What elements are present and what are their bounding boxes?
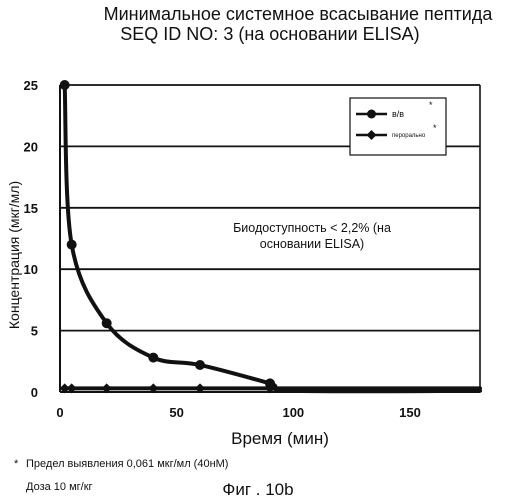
legend: в/в * перорально * — [349, 97, 447, 156]
data-point-1-1 — [66, 383, 77, 394]
bioavailability-annotation: Биодоступность < 2,2% (на основании ELIS… — [233, 221, 391, 251]
x-tick-labels: 0 50 100 150 — [56, 405, 420, 420]
y-tick-label-15: 15 — [24, 201, 38, 216]
y-tick-labels: 0 5 10 15 20 25 — [24, 78, 38, 400]
data-point-1-4 — [195, 383, 205, 394]
legend-box — [349, 97, 447, 156]
x-tick-label-150: 150 — [399, 405, 421, 420]
legend-label-oral: перорально — [392, 133, 426, 139]
y-tick-label-20: 20 — [24, 139, 38, 154]
x-axis-label: Время (мин) — [231, 429, 329, 448]
data-point-0-4 — [195, 359, 205, 370]
y-tick-label-5: 5 — [31, 324, 38, 339]
data-point-0-0 — [59, 80, 70, 90]
annotation-line-1: Биодоступность < 2,2% (на — [233, 221, 391, 235]
data-point-0-1 — [66, 239, 77, 250]
legend-asterisk-oral: * — [433, 123, 437, 133]
y-tick-label-10: 10 — [24, 262, 38, 277]
data-point-0-2 — [101, 318, 112, 329]
x-tick-label-100: 100 — [282, 405, 304, 420]
chart-title-line-2: SEQ ID NO: 3 (на основании ELISA) — [120, 24, 419, 44]
data-point-1-5 — [265, 383, 275, 394]
y-tick-label-0: 0 — [31, 385, 38, 400]
legend-marker-oral — [366, 130, 377, 140]
x-tick-label-0: 0 — [56, 405, 63, 420]
legend-marker-iv — [367, 109, 376, 119]
data-point-1-2 — [101, 383, 112, 394]
data-point-1-0 — [59, 383, 70, 394]
data-point-1-3 — [148, 383, 159, 394]
legend-label-iv: в/в — [392, 109, 404, 119]
chart-title: Минимальное системное всасывание пептида… — [104, 4, 494, 44]
chart-title-line-1: Минимальное системное всасывание пептида — [104, 4, 494, 24]
x-tick-label-50: 50 — [169, 405, 183, 420]
y-tick-label-25: 25 — [24, 78, 38, 93]
legend-asterisk-iv: * — [429, 100, 433, 110]
footnote-detection-limit: Предел выявления 0,061 мкг/мл (40нМ) — [26, 458, 228, 470]
y-axis-label: Концентрация (мкг/мл) — [6, 181, 22, 329]
series-group — [59, 80, 482, 394]
data-point-0-3 — [148, 352, 159, 363]
footnote-marker: * — [14, 458, 19, 470]
footnote-dose: Доза 10 мг/кг — [26, 481, 93, 493]
figure-label: Фиг . 10b — [222, 480, 293, 499]
footnotes: * Предел выявления 0,061 мкг/мл (40нМ) Д… — [14, 458, 228, 493]
annotation-line-2: основании ELISA) — [260, 237, 364, 251]
series-1 — [59, 383, 482, 394]
